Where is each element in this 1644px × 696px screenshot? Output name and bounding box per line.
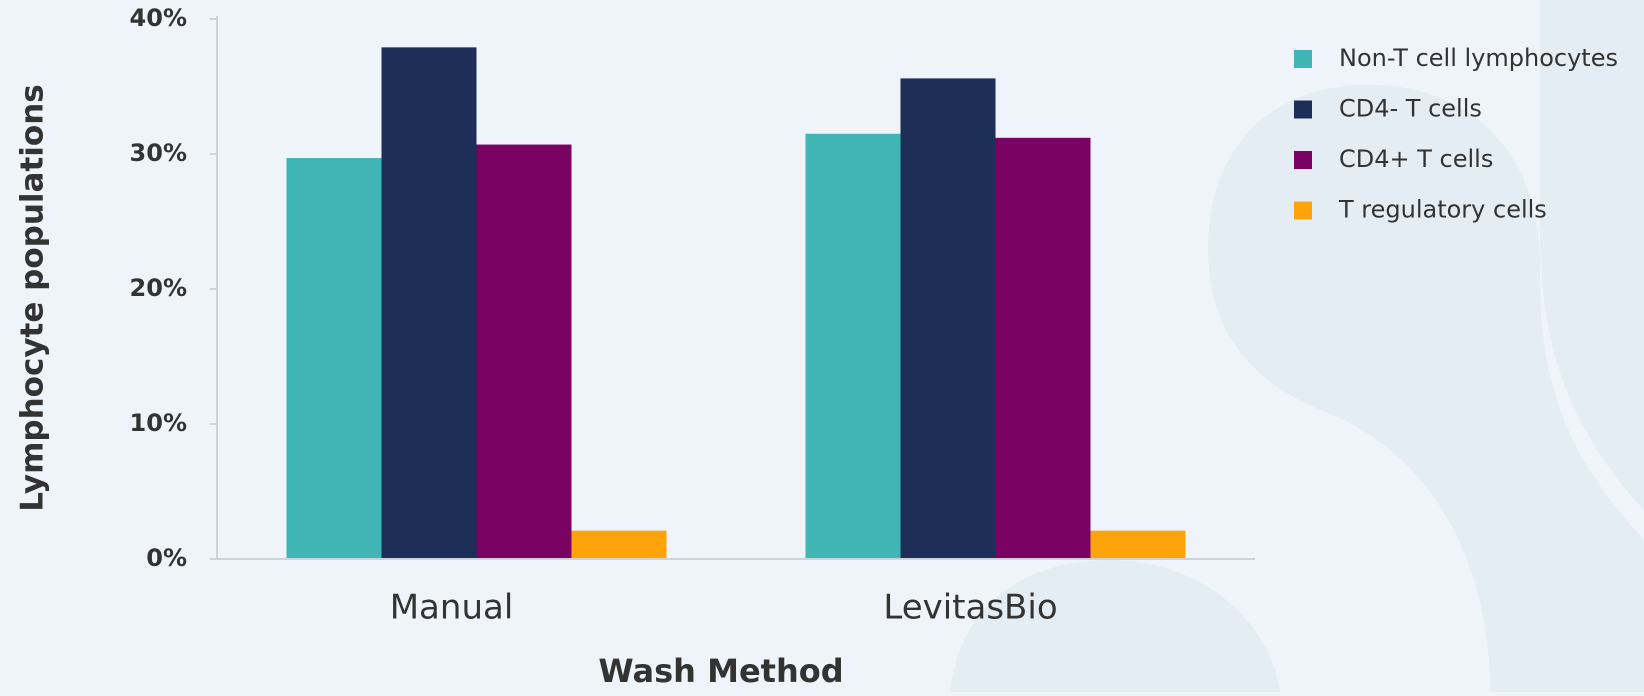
legend-label: CD4+ T cells	[1339, 145, 1493, 173]
legend-swatch	[1294, 151, 1312, 169]
bar	[900, 78, 996, 560]
legend-swatch	[1294, 50, 1312, 68]
x-tick-label: LevitasBio	[883, 588, 1057, 628]
x-axis-title: Wash Method	[598, 652, 843, 690]
bar	[286, 158, 382, 560]
legend-label: CD4- T cells	[1339, 95, 1482, 123]
bar	[571, 530, 667, 559]
bar	[805, 133, 901, 559]
y-tick-label: 40%	[130, 4, 187, 32]
legend-label: T regulatory cells	[1338, 196, 1547, 224]
y-tick-label: 20%	[130, 274, 187, 302]
bar	[476, 144, 572, 560]
bar	[1090, 530, 1186, 559]
y-axis-title: Lymphocyte populations	[15, 84, 51, 512]
bar	[381, 47, 477, 559]
y-tick-label: 0%	[146, 544, 187, 572]
y-tick-label: 30%	[130, 139, 187, 167]
legend-label: Non-T cell lymphocytes	[1339, 44, 1618, 72]
legend-swatch	[1294, 100, 1312, 119]
bar	[995, 137, 1091, 560]
x-tick-label: Manual	[390, 588, 514, 628]
legend-swatch	[1294, 201, 1312, 220]
y-tick-label: 10%	[130, 409, 187, 437]
background-shapes	[950, 0, 1644, 693]
